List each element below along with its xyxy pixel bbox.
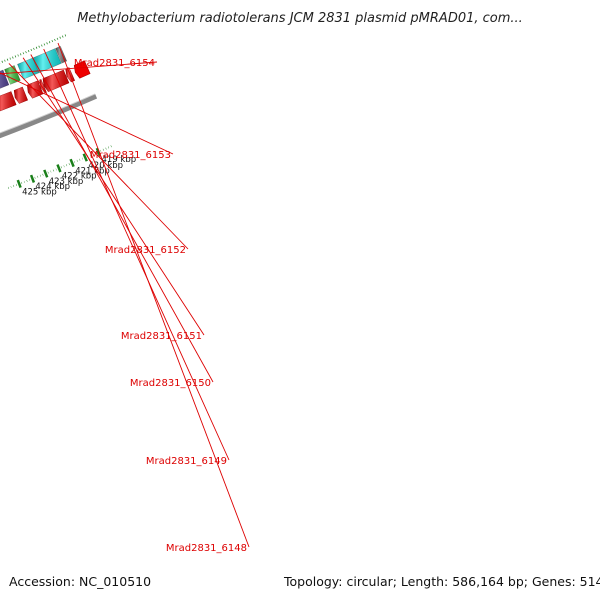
gene-label-leader <box>22 57 205 336</box>
map-title: Methylobacterium radiotolerans JCM 2831 … <box>77 11 523 26</box>
scale-tick-label: 421 kbp <box>75 166 110 176</box>
cds-arrow-sheen <box>14 87 28 104</box>
cog-feature-sheen <box>0 70 9 89</box>
gene-label-layer: Mrad2831_6154 Mrad2831_6153 Mrad2831_6152 M… <box>0 42 250 554</box>
accession-label: Accession: NC_010510 <box>9 574 151 589</box>
gene-label[interactable]: Mrad2831_6148 <box>166 543 247 554</box>
cds-arrow-sheen <box>39 79 47 93</box>
gene-label[interactable]: Mrad2831_6150 <box>130 378 211 389</box>
map-ring-layer <box>0 34 98 139</box>
cds-arrow-sheen <box>0 91 17 111</box>
gene-label-leader <box>57 42 250 548</box>
gene-label-leader <box>0 72 174 155</box>
gene-label[interactable]: Mrad2831_6151 <box>121 331 202 342</box>
gene-label[interactable]: Mrad2831_6153 <box>90 150 171 161</box>
scale-major-tick <box>82 153 88 162</box>
backbone-ring <box>0 93 98 139</box>
scale-tick-label: 422 kbp <box>62 172 97 182</box>
cds-arrow-sheen <box>43 70 69 92</box>
scale-major-tick <box>16 179 22 189</box>
scale-tick-label: 423 kbp <box>49 177 84 187</box>
scale-major-tick <box>69 158 75 168</box>
gene-label[interactable]: Mrad2831_6152 <box>105 245 186 256</box>
gene-label-leader <box>43 48 230 461</box>
scale-tick-label: 419 kbp <box>102 155 137 165</box>
scale-major-tick <box>29 174 36 183</box>
summary-label: Topology: circular; Length: 586,164 bp; … <box>283 574 600 589</box>
gene-label[interactable]: Mrad2831_6149 <box>146 456 227 467</box>
gene-label[interactable]: Mrad2831_6154 <box>74 58 155 69</box>
cog-feature-sheen <box>4 65 21 85</box>
scale-tick-label: 420 kbp <box>88 161 123 171</box>
gene-label-leader <box>8 63 189 250</box>
scale-major-tick <box>56 164 62 173</box>
cog-feature-sheen <box>33 48 62 73</box>
gene-label-leader <box>30 54 214 383</box>
scale-tick-label: 424 kbp <box>35 182 70 192</box>
scale-major-tick <box>95 147 102 157</box>
backbone-highlight <box>0 93 96 134</box>
scale-major-tick <box>43 169 49 178</box>
scale-tick-label: 425 kbp <box>22 187 57 197</box>
